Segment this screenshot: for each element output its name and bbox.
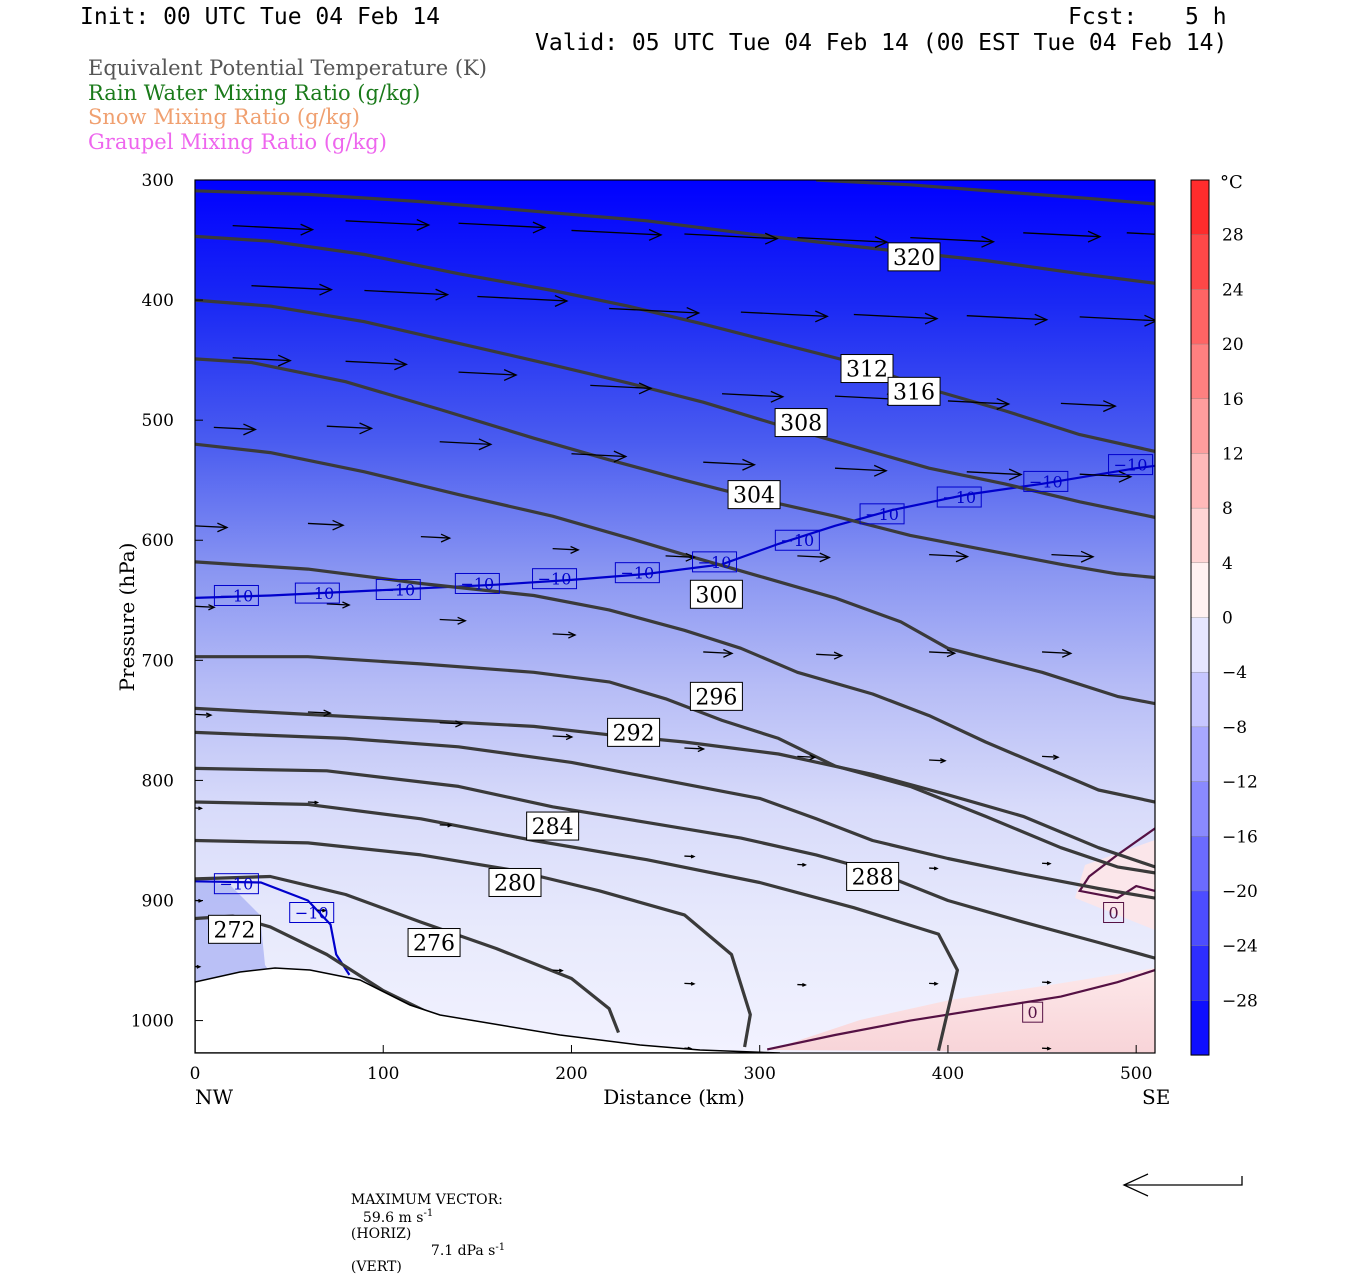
colorbar-label: −28 [1222, 991, 1258, 1011]
isotherm-label: −10 [300, 584, 334, 603]
colorbar-segment [1191, 672, 1209, 727]
colorbar-unit: °C [1220, 172, 1243, 193]
x-tick-label: 300 [743, 1064, 775, 1084]
x-axis-title: Distance (km) [603, 1085, 745, 1109]
colorbar-segment [1191, 508, 1209, 563]
y-tick-label: 400 [142, 291, 174, 311]
y-tick-label: 300 [142, 171, 174, 191]
y-tick-label: 1000 [131, 1012, 174, 1032]
theta-e-label: 308 [780, 412, 822, 437]
isotherm-label: −10 [381, 580, 415, 599]
theta-e-label: 300 [695, 583, 737, 608]
y-axis: 300 400 500 600 700 800 900 1000 [131, 171, 203, 1032]
colorbar-segment [1191, 289, 1209, 344]
x-axis-left-end-label: NW [195, 1085, 234, 1109]
horiz-vector-exponent: -1 [423, 1208, 433, 1219]
theta-e-label: 316 [893, 380, 935, 405]
colorbar-label: −24 [1222, 937, 1258, 957]
colorbar-segment [1191, 180, 1209, 235]
colorbar-label: 4 [1222, 554, 1233, 574]
colorbar-segment [1191, 399, 1209, 454]
x-tick-label: 0 [190, 1064, 201, 1084]
temperature-shading [195, 180, 1155, 1053]
theta-e-label: 276 [413, 932, 455, 957]
isotherm-label: −10 [1029, 472, 1063, 491]
isotherm-label: −10 [865, 505, 899, 524]
max-vector-label: MAXIMUM VECTOR: [351, 1192, 503, 1208]
colorbar-label: 16 [1222, 390, 1244, 410]
footer-vector-info: MAXIMUM VECTOR: 59.6 m s-1 (HORIZ) 7.1 d… [342, 1176, 505, 1275]
x-tick-label: 200 [555, 1064, 587, 1084]
isotherm-label: −10 [698, 553, 732, 572]
colorbar-segment [1191, 618, 1209, 673]
colorbar-segment [1191, 727, 1209, 782]
x-axis-right-end-label: SE [1142, 1085, 1170, 1109]
colorbar-segment [1191, 836, 1209, 891]
vert-vector-value: 7.1 dPa s [431, 1243, 495, 1259]
theta-e-label: 272 [214, 918, 256, 943]
cross-section-chart: −10 −10 −10 −10 −10 −10 −10 −10 −10 −10 −10 −10 −10 −… [0, 0, 1350, 1170]
colorbar-label: −12 [1222, 773, 1258, 793]
theta-e-label: 312 [846, 358, 888, 383]
isotherm-label: 0 [1028, 1003, 1038, 1022]
y-tick-label: 900 [142, 891, 174, 911]
isotherm-label: −10 [1114, 456, 1148, 475]
theta-e-label: 284 [532, 815, 574, 840]
horiz-vector-tag: (HORIZ) [351, 1226, 411, 1242]
reference-vector-arrow [1118, 1170, 1248, 1198]
isotherm-label: −10 [220, 586, 254, 605]
theta-e-label: 320 [893, 246, 935, 271]
colorbar-segment [1191, 344, 1209, 399]
theta-e-label: 304 [733, 484, 775, 509]
y-tick-label: 800 [142, 771, 174, 791]
colorbar-segment [1191, 782, 1209, 837]
theta-e-label: 288 [852, 865, 894, 890]
colorbar-label: 24 [1222, 280, 1244, 300]
vert-vector-tag: (VERT) [351, 1259, 402, 1275]
colorbar-segment [1191, 891, 1209, 946]
isotherm-label: 0 [1108, 904, 1118, 923]
vert-vector-exponent: -1 [495, 1242, 505, 1253]
x-tick-label: 100 [367, 1064, 399, 1084]
plot-area: −10 −10 −10 −10 −10 −10 −10 −10 −10 −10 −10 −10 −10 −… [195, 180, 1200, 1053]
isotherm-label: −10 [538, 570, 572, 589]
colorbar-segment [1191, 453, 1209, 508]
isotherm-label: −10 [942, 488, 976, 507]
colorbar [1191, 180, 1209, 1056]
colorbar-label: −20 [1222, 882, 1258, 902]
isotherm-label: −10 [780, 531, 814, 550]
horiz-vector-value: 59.6 m s [363, 1210, 424, 1226]
theta-e-label: 292 [613, 721, 655, 746]
x-tick-label: 500 [1120, 1064, 1152, 1084]
y-tick-label: 500 [142, 411, 174, 431]
colorbar-label: 20 [1222, 335, 1244, 355]
colorbar-label: 0 [1222, 609, 1233, 629]
colorbar-labels: 28 24 20 16 12 8 4 0 −4 −8 −12 −16 −20 −24 −28 [1222, 226, 1258, 1012]
theta-e-label: 280 [494, 871, 536, 896]
colorbar-segment [1191, 235, 1209, 290]
colorbar-label: −4 [1222, 663, 1247, 683]
isotherm-label: −10 [620, 564, 654, 583]
theta-e-label: 296 [695, 685, 737, 710]
isotherm-label: −10 [295, 904, 329, 923]
x-tick-label: 400 [932, 1064, 964, 1084]
colorbar-label: 12 [1222, 444, 1244, 464]
y-axis-title: Pressure (hPa) [115, 543, 139, 692]
colorbar-label: 28 [1222, 226, 1244, 246]
colorbar-segment [1191, 563, 1209, 618]
y-tick-label: 600 [142, 531, 174, 551]
colorbar-label: −16 [1222, 827, 1258, 847]
colorbar-label: 8 [1222, 499, 1233, 519]
colorbar-segment [1191, 1000, 1209, 1055]
colorbar-label: −8 [1222, 718, 1247, 738]
colorbar-segment [1191, 946, 1209, 1001]
isotherm-label: −10 [220, 875, 254, 894]
isotherm-label: −10 [460, 574, 494, 593]
y-tick-label: 700 [142, 651, 174, 671]
